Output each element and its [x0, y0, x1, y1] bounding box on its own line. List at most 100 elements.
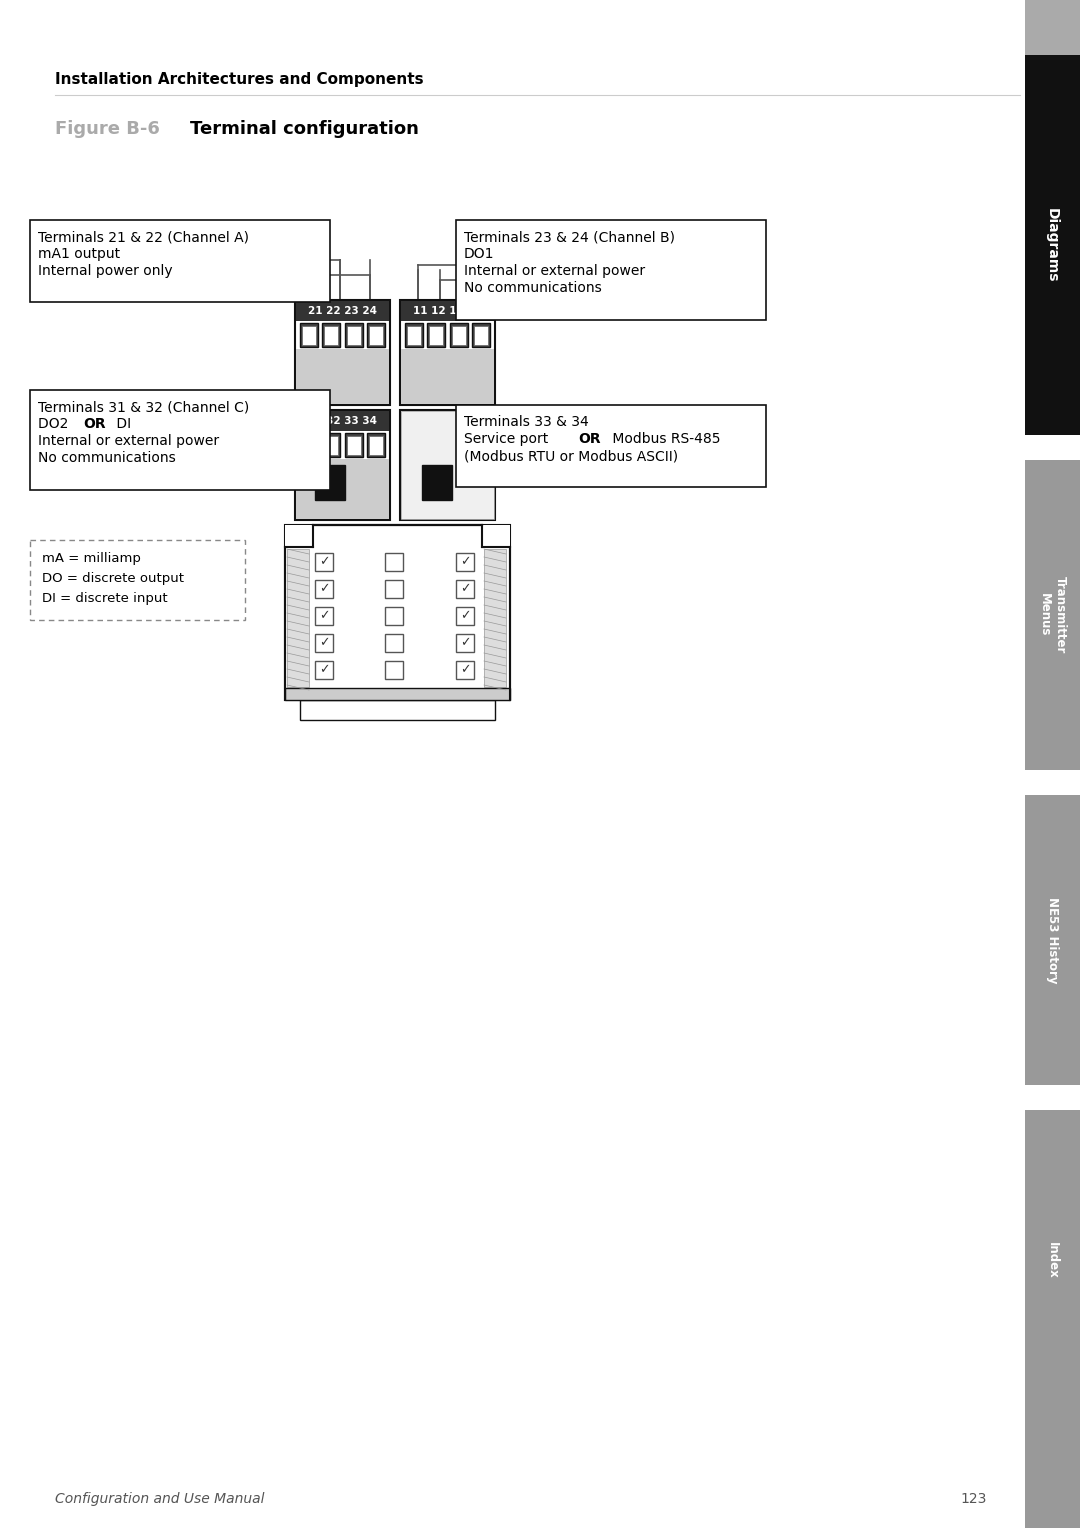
Bar [401, 411, 494, 520]
Bar [1025, 55, 1080, 435]
Text: Index: Index [1045, 1242, 1058, 1279]
Bar [430, 325, 444, 345]
Bar [401, 348, 494, 403]
Bar [324, 325, 338, 345]
Bar [384, 581, 403, 597]
Bar [456, 405, 766, 487]
Bar [324, 435, 338, 455]
Bar [30, 220, 330, 303]
Text: No communications: No communications [38, 451, 176, 465]
Bar [1025, 795, 1080, 1085]
Bar [300, 700, 495, 720]
Bar [384, 607, 403, 625]
Text: ✓: ✓ [319, 637, 329, 649]
Bar [384, 634, 403, 652]
Bar [449, 322, 468, 347]
Bar [474, 325, 488, 345]
Bar [1025, 1109, 1080, 1528]
Text: DI = discrete input: DI = discrete input [42, 591, 167, 605]
Bar [1025, 1085, 1080, 1109]
Bar [484, 549, 507, 688]
Text: ✓: ✓ [460, 663, 470, 677]
Text: OR: OR [579, 432, 600, 446]
Bar [1025, 460, 1080, 770]
Text: Installation Architectures and Components: Installation Architectures and Component… [55, 72, 423, 87]
Bar [400, 410, 495, 520]
Bar [367, 432, 384, 457]
Text: Service port: Service port [464, 432, 553, 446]
Bar [323, 322, 340, 347]
Bar [287, 549, 309, 688]
Bar [400, 299, 495, 405]
Bar [285, 688, 510, 700]
Text: ✓: ✓ [460, 637, 470, 649]
Bar [315, 553, 333, 571]
Bar [345, 322, 363, 347]
Bar [296, 348, 389, 403]
Text: ✓: ✓ [460, 582, 470, 596]
Bar [472, 322, 490, 347]
Bar [300, 322, 319, 347]
Bar [345, 432, 363, 457]
Text: ✓: ✓ [460, 610, 470, 622]
Bar [315, 607, 333, 625]
Bar [323, 432, 340, 457]
Text: mA = milliamp: mA = milliamp [42, 552, 140, 565]
Bar [315, 581, 333, 597]
Bar [482, 526, 510, 547]
Bar [368, 435, 382, 455]
Bar [1025, 435, 1080, 460]
Bar [456, 220, 766, 319]
Bar [367, 322, 384, 347]
Text: ✓: ✓ [319, 556, 329, 568]
Bar [295, 410, 390, 520]
Bar [368, 325, 382, 345]
Bar [456, 553, 474, 571]
Bar [451, 325, 465, 345]
Text: 31 32 33 34: 31 32 33 34 [308, 416, 377, 426]
Text: (Modbus RTU or Modbus ASCII): (Modbus RTU or Modbus ASCII) [464, 449, 678, 463]
Text: 11 12 13 14: 11 12 13 14 [413, 306, 482, 316]
Bar [384, 662, 403, 678]
Text: Terminal configuration: Terminal configuration [190, 121, 419, 138]
Bar [315, 465, 345, 500]
Bar [456, 581, 474, 597]
Text: Transmitter
Menus: Transmitter Menus [1038, 576, 1067, 654]
Text: Modbus RS-485: Modbus RS-485 [608, 432, 720, 446]
Bar [407, 325, 421, 345]
Text: Figure B-6: Figure B-6 [55, 121, 160, 138]
Text: ✓: ✓ [319, 663, 329, 677]
Bar [456, 607, 474, 625]
Bar [347, 435, 361, 455]
Bar [422, 465, 453, 500]
Bar [285, 526, 510, 700]
Text: Terminals 31 & 32 (Channel C): Terminals 31 & 32 (Channel C) [38, 400, 249, 414]
Bar [296, 301, 389, 321]
Text: Internal or external power: Internal or external power [38, 434, 219, 448]
Text: Diagrams: Diagrams [1045, 208, 1059, 283]
Text: No communications: No communications [464, 281, 602, 295]
Text: Configuration and Use Manual: Configuration and Use Manual [55, 1491, 265, 1507]
Bar [302, 325, 316, 345]
Text: OR: OR [83, 417, 106, 431]
Bar [296, 411, 389, 431]
Bar [285, 526, 313, 547]
Text: 123: 123 [960, 1491, 986, 1507]
Bar [401, 301, 494, 321]
Bar [30, 539, 245, 620]
Bar [295, 299, 390, 405]
Text: DO = discrete output: DO = discrete output [42, 571, 184, 585]
Text: Internal power only: Internal power only [38, 264, 173, 278]
Bar [347, 325, 361, 345]
Bar [315, 634, 333, 652]
Text: DO1: DO1 [464, 248, 495, 261]
Text: NE53 History: NE53 History [1045, 897, 1058, 983]
Text: ✓: ✓ [460, 556, 470, 568]
Text: 21 22 23 24: 21 22 23 24 [308, 306, 377, 316]
Bar [1025, 0, 1080, 55]
Bar [428, 322, 445, 347]
Bar [300, 432, 319, 457]
Text: mA1 output: mA1 output [38, 248, 120, 261]
Bar [384, 553, 403, 571]
Text: Terminals 33 & 34: Terminals 33 & 34 [464, 416, 589, 429]
